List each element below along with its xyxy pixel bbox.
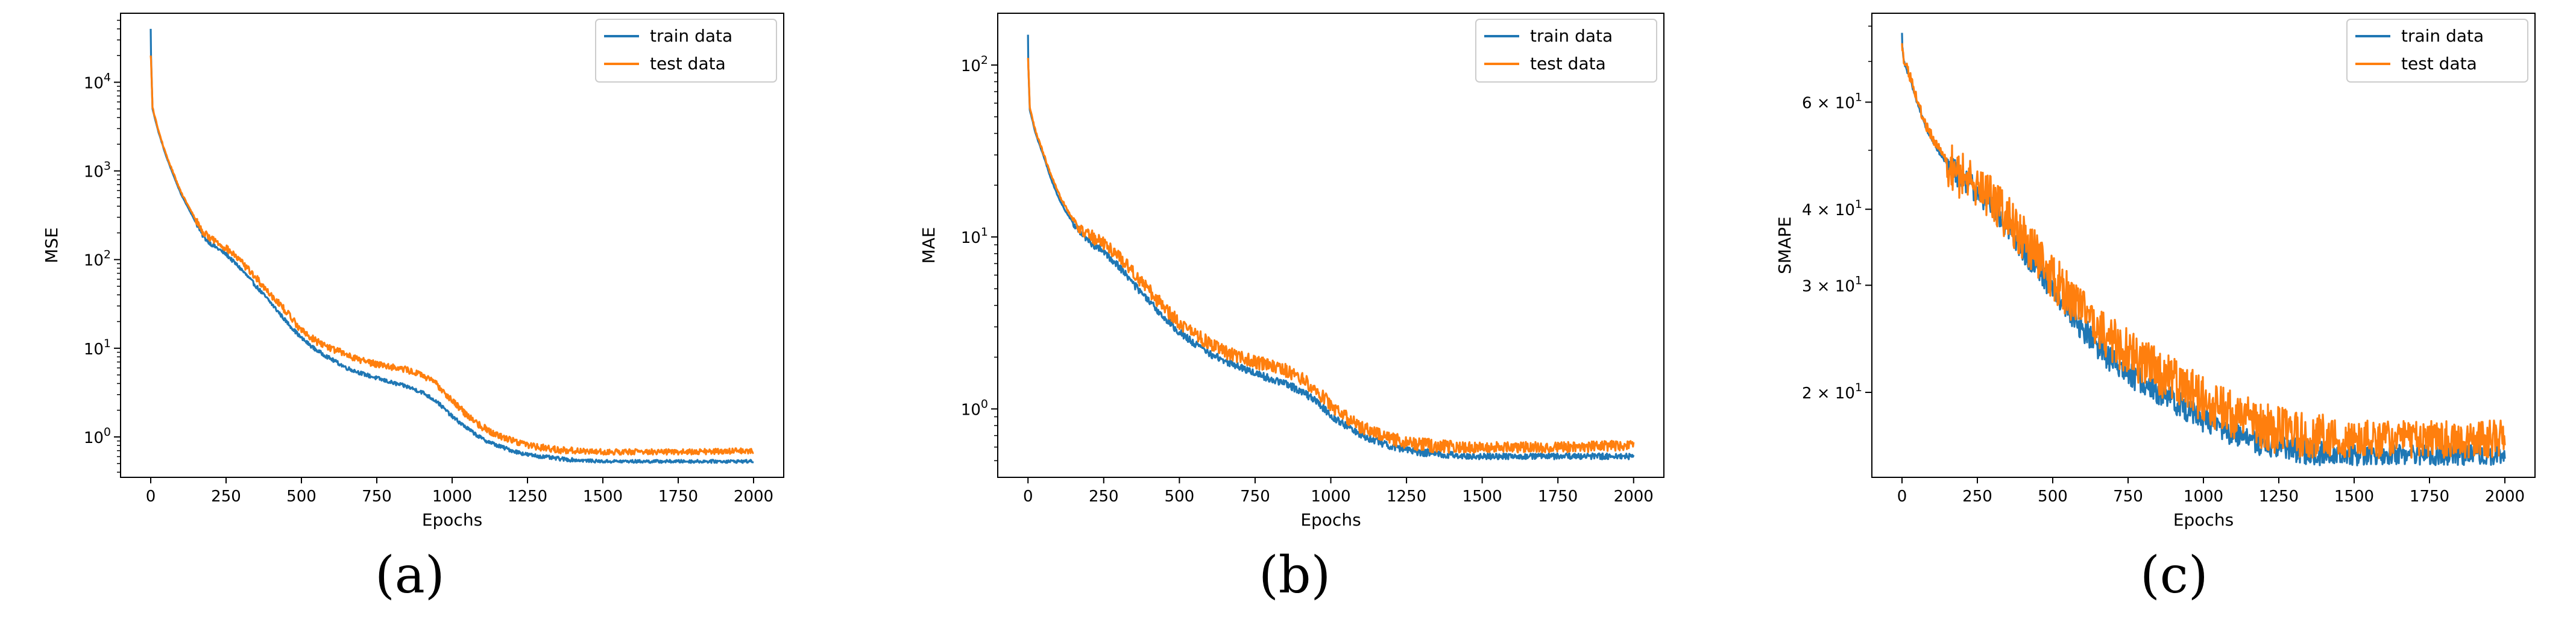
y-tick-label: 4 × 101 xyxy=(1802,198,1862,219)
y-tick-label: 103 xyxy=(84,160,111,181)
x-axis-label: Epochs xyxy=(422,510,482,530)
x-tick-label: 0 xyxy=(146,488,156,506)
legend-label: train data xyxy=(2401,26,2484,46)
x-tick-label: 1250 xyxy=(1387,488,1426,506)
panel-c-chart: 0 250 500 750 1000 1250 1500 1750 2000 2 × 101 3 ×… xyxy=(1775,13,2536,530)
legend-label: train data xyxy=(1530,26,1613,46)
legend-box xyxy=(595,19,777,83)
y-axis-label: MAE xyxy=(919,227,939,263)
x-tick-label: 250 xyxy=(1962,488,1992,506)
x-tick-label: 1000 xyxy=(432,488,472,506)
x-tick-label: 250 xyxy=(211,488,241,506)
series-line-train-data xyxy=(1027,34,1635,460)
x-tick-label: 1500 xyxy=(2334,488,2374,506)
x-tick-label: 1000 xyxy=(2184,488,2223,506)
series-line-train-data xyxy=(150,28,754,464)
panel-b-chart: 0 250 500 750 1000 1250 1500 1750 2000 100 101 102 E… xyxy=(919,13,1664,530)
legend-box xyxy=(2346,19,2528,83)
y-tick-label: 101 xyxy=(84,337,111,359)
y-tick-label: 101 xyxy=(961,225,988,247)
panel-label-a: (a) xyxy=(375,545,445,605)
x-tick-label: 1250 xyxy=(508,488,547,506)
x-tick-label: 1750 xyxy=(658,488,698,506)
x-tick-label: 2000 xyxy=(1614,488,1654,506)
y-tick-label: 102 xyxy=(84,248,111,270)
y-tick-label: 100 xyxy=(84,426,111,447)
panel-label-c: (c) xyxy=(2140,545,2208,605)
x-tick-label: 1000 xyxy=(1311,488,1350,506)
legend-label: train data xyxy=(650,26,732,46)
series-line-test-data xyxy=(150,55,754,456)
x-axis-label: Epochs xyxy=(1300,510,1361,530)
legend-label: test data xyxy=(1530,54,1606,74)
y-tick-label: 3 × 101 xyxy=(1802,274,1862,295)
x-tick-label: 1500 xyxy=(1463,488,1502,506)
legend-box xyxy=(1475,19,1657,83)
legend-label: test data xyxy=(2401,54,2477,74)
y-tick-label: 100 xyxy=(961,397,988,419)
series-line-test-data xyxy=(1901,43,2506,459)
x-tick-label: 1500 xyxy=(583,488,623,506)
x-tick-label: 500 xyxy=(2038,488,2068,506)
x-tick-label: 250 xyxy=(1089,488,1119,506)
x-tick-label: 750 xyxy=(362,488,392,506)
y-tick-label: 2 × 101 xyxy=(1802,381,1862,403)
x-tick-label: 2000 xyxy=(734,488,773,506)
x-tick-label: 1750 xyxy=(2410,488,2449,506)
panel-a-chart: 0 250 500 750 1000 1250 1500 1750 2000 100 101 102 1… xyxy=(42,13,784,530)
x-tick-label: 500 xyxy=(286,488,316,506)
x-tick-label: 0 xyxy=(1023,488,1033,506)
x-axis-label: Epochs xyxy=(2173,510,2234,530)
x-tick-label: 750 xyxy=(2113,488,2143,506)
x-tick-label: 2000 xyxy=(2485,488,2525,506)
x-tick-label: 750 xyxy=(1240,488,1270,506)
legend-label: test data xyxy=(650,54,726,74)
y-tick-label: 6 × 101 xyxy=(1802,90,1862,112)
x-tick-label: 0 xyxy=(1897,488,1907,506)
y-axis-label: MSE xyxy=(42,227,61,263)
x-tick-label: 1250 xyxy=(2259,488,2299,506)
y-tick-label: 104 xyxy=(84,71,111,92)
x-tick-label: 500 xyxy=(1165,488,1195,506)
x-tick-label: 1750 xyxy=(1538,488,1578,506)
series-line-test-data xyxy=(1027,58,1635,454)
y-tick-label: 102 xyxy=(961,54,988,75)
y-axis-label: SMAPE xyxy=(1775,216,1795,274)
panel-label-b: (b) xyxy=(1259,545,1331,605)
